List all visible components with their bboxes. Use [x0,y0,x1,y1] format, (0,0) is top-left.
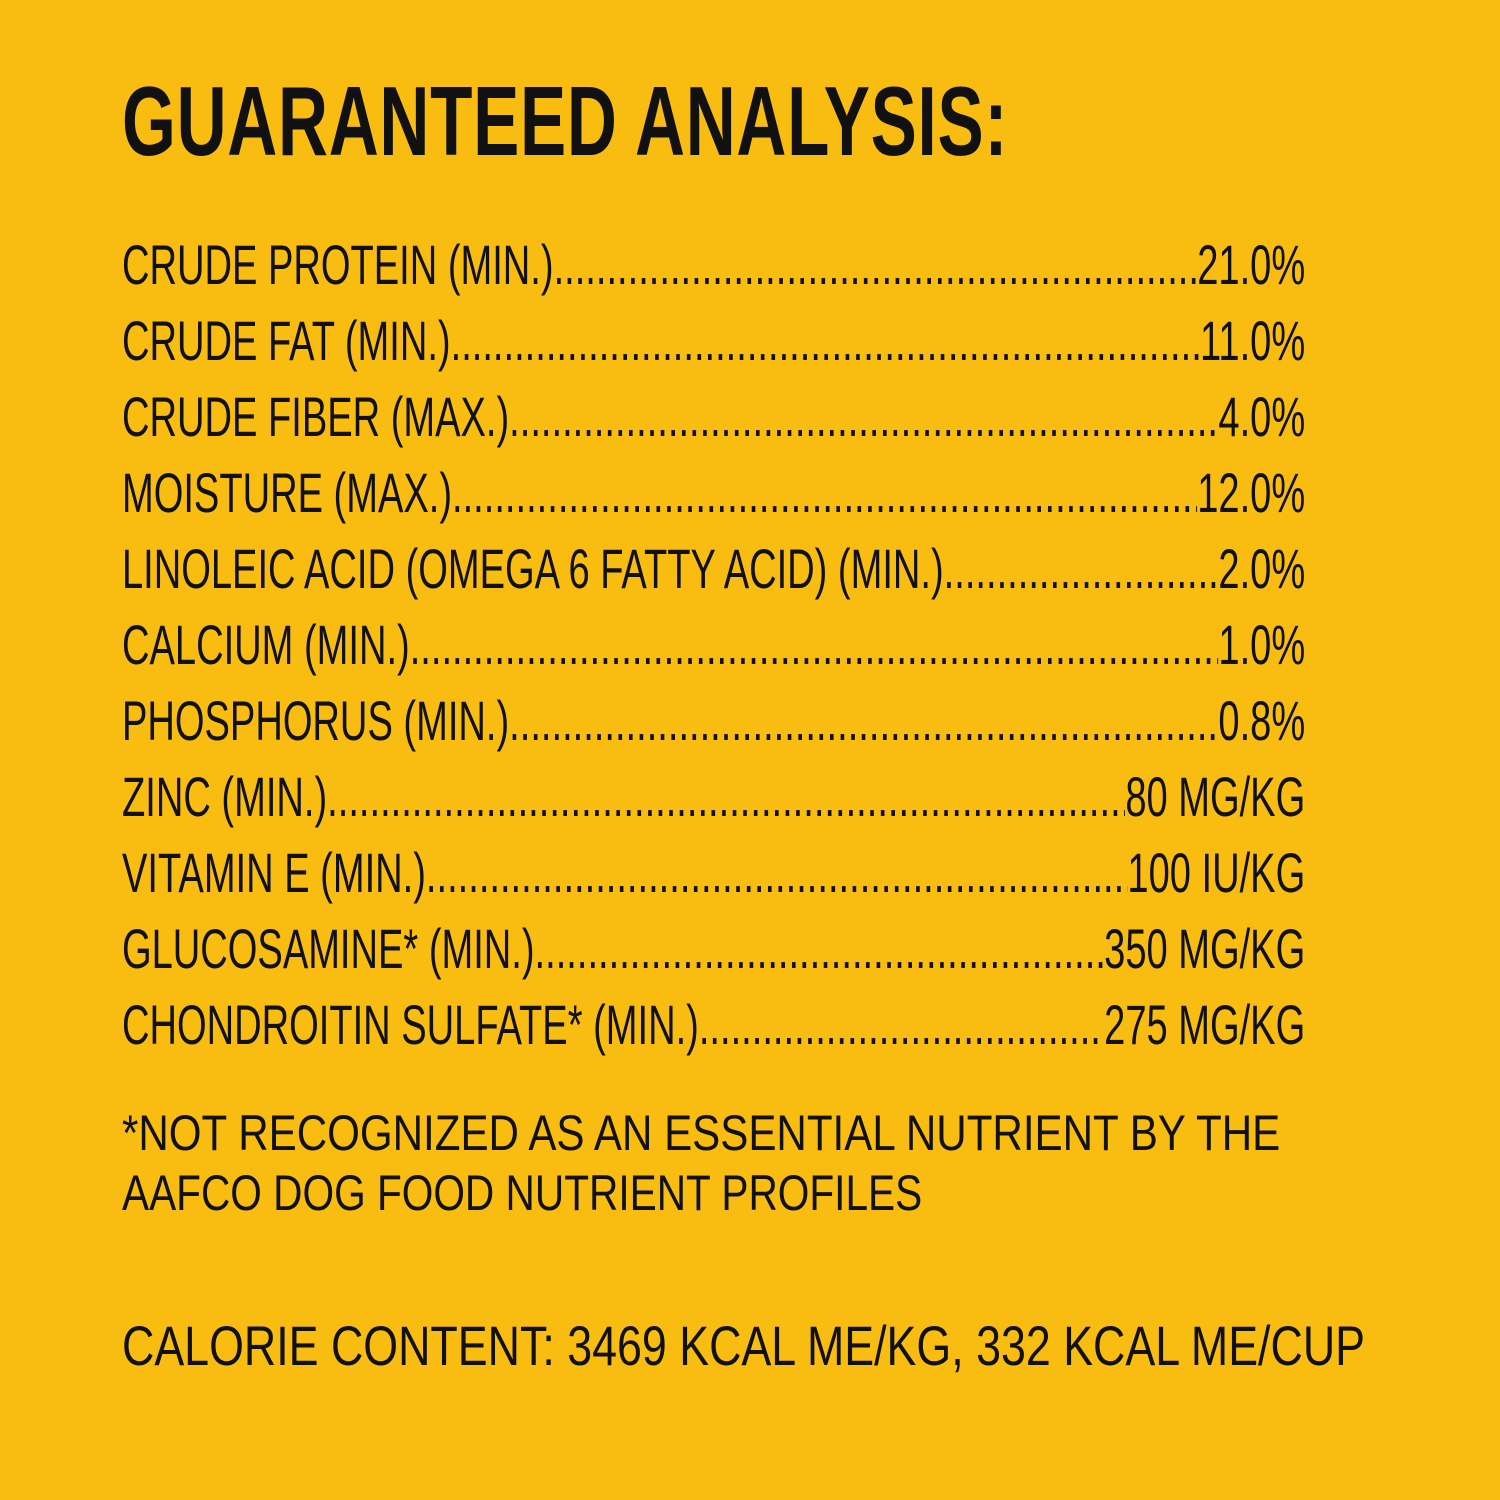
dot-leader [451,313,1200,369]
dot-leader [327,769,1125,825]
nutrient-label: CALCIUM (MIN.) [122,613,410,676]
nutrient-label: LINOLEIC ACID (OMEGA 6 FATTY ACID) (MIN.… [122,537,944,600]
footnote-line-1: *NOT RECOGNIZED AS AN ESSENTIAL NUTRIENT… [122,1105,1281,1161]
dot-leader [535,921,1105,977]
analysis-row: MOISTURE (MAX.)12.0% [122,465,1305,521]
nutrient-value: 21.0% [1197,233,1306,296]
nutrient-label: CRUDE PROTEIN (MIN.) [122,233,554,296]
analysis-row: LINOLEIC ACID (OMEGA 6 FATTY ACID) (MIN.… [122,541,1305,597]
nutrient-value: 11.0% [1200,309,1306,372]
nutrient-value: 2.0% [1218,537,1306,600]
analysis-row: VITAMIN E (MIN.)100 IU/KG [122,845,1305,901]
analysis-row: CRUDE FAT (MIN.)11.0% [122,313,1305,369]
analysis-row: GLUCOSAMINE* (MIN.)350 MG/KG [122,921,1305,977]
nutrient-value: 4.0% [1218,385,1306,448]
dot-leader [944,541,1219,597]
dot-leader [410,617,1219,673]
nutrient-label: VITAMIN E (MIN.) [122,841,426,904]
nutrient-value: 100 IU/KG [1127,841,1306,904]
nutrient-value: 1.0% [1218,613,1306,676]
page-title: GUARANTEED ANALYSIS: [122,66,1009,176]
analysis-row: PHOSPHORUS (MIN.)0.8% [122,693,1305,749]
dot-leader [699,997,1104,1053]
nutrient-value: 275 MG/KG [1104,993,1306,1056]
calorie-content: CALORIE CONTENT: 3469 KCAL ME/KG, 332 KC… [122,1314,1366,1377]
analysis-row: CRUDE FIBER (MAX.)4.0% [122,389,1305,445]
analysis-row: CRUDE PROTEIN (MIN.)21.0% [122,237,1305,293]
nutrient-label: CRUDE FIBER (MAX.) [122,385,510,448]
nutrient-label: MOISTURE (MAX.) [122,461,453,524]
nutrient-value: 0.8% [1218,689,1306,752]
nutrient-label: CRUDE FAT (MIN.) [122,309,451,372]
dot-leader [426,845,1127,901]
nutrient-label: ZINC (MIN.) [122,765,328,828]
dot-leader [452,465,1197,521]
dot-leader [509,693,1218,749]
analysis-row: ZINC (MIN.)80 MG/KG [122,769,1305,825]
analysis-row: CHONDROITIN SULFATE* (MIN.)275 MG/KG [122,997,1305,1053]
analysis-row: CALCIUM (MIN.)1.0% [122,617,1305,673]
nutrient-value: 80 MG/KG [1125,765,1306,828]
nutrient-label: GLUCOSAMINE* (MIN.) [122,917,535,980]
nutrient-value: 350 MG/KG [1104,917,1306,980]
nutrient-label: CHONDROITIN SULFATE* (MIN.) [122,993,699,1056]
footnote-line-2: AAFCO DOG FOOD NUTRIENT PROFILES [122,1165,923,1221]
nutrient-label: PHOSPHORUS (MIN.) [122,689,510,752]
nutrient-value: 12.0% [1197,461,1306,524]
dot-leader [554,237,1198,293]
dot-leader [509,389,1218,445]
